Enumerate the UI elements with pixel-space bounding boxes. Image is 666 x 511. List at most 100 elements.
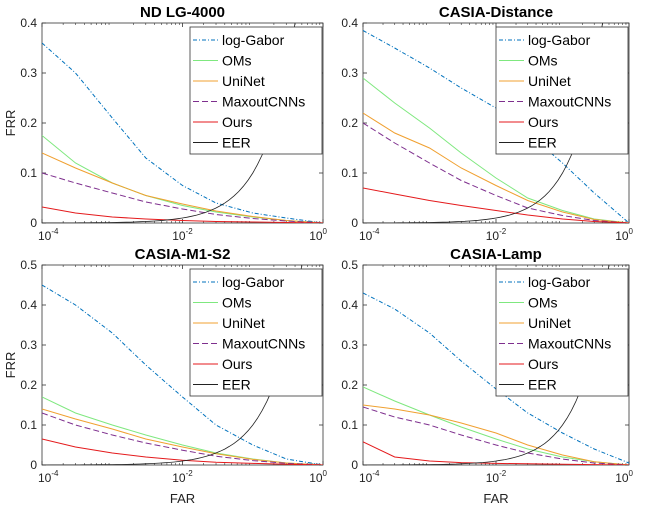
chart-title: CASIA-Distance xyxy=(439,4,553,21)
y-tick-label: 0.2 xyxy=(341,116,358,130)
legend-label: Ours xyxy=(528,114,558,130)
x-tick-label: 10-4 xyxy=(38,469,59,485)
legend-label: UniNet xyxy=(222,315,265,331)
legend-label: UniNet xyxy=(528,73,571,89)
x-tick-base: 10 xyxy=(38,229,52,243)
y-tick-label: 0.2 xyxy=(20,378,37,392)
x-tick-exponent: -2 xyxy=(499,469,507,478)
legend-label: Ours xyxy=(222,356,252,372)
series-line-oms xyxy=(42,397,323,465)
x-tick-exponent: 0 xyxy=(323,227,328,236)
y-tick-label: 0.3 xyxy=(341,338,358,352)
x-tick-label: 100 xyxy=(615,469,633,485)
y-axis-label: FRR xyxy=(3,352,18,379)
y-tick-label: 0.1 xyxy=(20,418,37,432)
series-line-maxoutcnns xyxy=(42,173,323,223)
legend-label: log-Gabor xyxy=(222,274,285,290)
legend-label: EER xyxy=(222,377,251,393)
x-tick-base: 10 xyxy=(615,471,629,485)
legend-label: UniNet xyxy=(222,73,265,89)
x-tick-base: 10 xyxy=(309,229,323,243)
x-tick-base: 10 xyxy=(172,229,186,243)
x-tick-exponent: -2 xyxy=(186,227,194,236)
x-tick-label: 10-2 xyxy=(172,469,193,485)
x-tick-label: 100 xyxy=(615,227,633,243)
legend-label: OMs xyxy=(222,295,252,311)
legend-label: EER xyxy=(528,135,557,151)
y-tick-label: 0 xyxy=(30,216,37,230)
y-tick-label: 0.5 xyxy=(20,258,37,272)
y-tick-label: 0 xyxy=(351,216,358,230)
y-tick-label: 0.4 xyxy=(341,298,358,312)
y-tick-label: 0.2 xyxy=(20,116,37,130)
legend-label: UniNet xyxy=(528,315,571,331)
legend-label: MaxoutCNNs xyxy=(222,336,305,352)
x-tick-exponent: 0 xyxy=(629,469,634,478)
x-tick-base: 10 xyxy=(359,229,373,243)
y-tick-label: 0.3 xyxy=(341,66,358,80)
y-axis-label: FRR xyxy=(3,110,18,137)
legend-label: log-Gabor xyxy=(222,32,285,48)
x-tick-label: 100 xyxy=(309,227,327,243)
legend-label: OMs xyxy=(222,53,252,69)
x-tick-label: 10-4 xyxy=(359,469,380,485)
series-line-maxoutcnns xyxy=(42,413,323,465)
series-line-uninet xyxy=(42,409,323,465)
x-axis-label: FAR xyxy=(483,491,508,506)
legend-label: MaxoutCNNs xyxy=(528,94,611,110)
y-tick-label: 0 xyxy=(351,458,358,472)
x-tick-exponent: -2 xyxy=(186,469,194,478)
x-axis-label: FAR xyxy=(170,491,195,506)
legend-label: log-Gabor xyxy=(528,32,591,48)
legend: log-Gabor OMs UniNet MaxoutCNNs Ours EER xyxy=(496,27,628,154)
legend-label: OMs xyxy=(528,295,558,311)
x-tick-base: 10 xyxy=(309,471,323,485)
x-tick-label: 100 xyxy=(309,469,327,485)
legend-label: log-Gabor xyxy=(528,274,591,290)
x-tick-label: 10-4 xyxy=(359,227,380,243)
legend: log-Gabor OMs UniNet MaxoutCNNs Ours EER xyxy=(190,27,322,154)
series-line-uninet xyxy=(363,405,629,465)
x-tick-exponent: 0 xyxy=(629,227,634,236)
y-tick-label: 0.5 xyxy=(341,258,358,272)
y-tick-label: 0.1 xyxy=(20,166,37,180)
x-tick-label: 10-2 xyxy=(172,227,193,243)
x-tick-base: 10 xyxy=(486,471,500,485)
legend-label: EER xyxy=(222,135,251,151)
series-line-uninet xyxy=(42,153,323,223)
y-tick-label: 0.1 xyxy=(341,418,358,432)
y-tick-label: 0 xyxy=(30,458,37,472)
chart-title: ND LG-4000 xyxy=(140,4,225,21)
x-tick-label: 10-2 xyxy=(486,227,507,243)
x-tick-label: 10-2 xyxy=(486,469,507,485)
y-tick-label: 0.2 xyxy=(341,378,358,392)
y-tick-label: 0.3 xyxy=(20,338,37,352)
chart-title: CASIA-Lamp xyxy=(450,246,542,263)
x-tick-exponent: 0 xyxy=(323,469,328,478)
legend-label: EER xyxy=(528,377,557,393)
series-line-oms xyxy=(363,387,629,465)
x-tick-base: 10 xyxy=(38,471,52,485)
y-tick-label: 0.4 xyxy=(20,16,37,30)
x-tick-base: 10 xyxy=(615,229,629,243)
y-tick-label: 0.1 xyxy=(341,166,358,180)
legend: log-Gabor OMs UniNet MaxoutCNNs Ours EER xyxy=(190,269,322,396)
x-tick-label: 10-4 xyxy=(38,227,59,243)
x-tick-exponent: -4 xyxy=(372,469,380,478)
x-tick-base: 10 xyxy=(486,229,500,243)
series-line-maxoutcnns xyxy=(363,407,629,465)
x-tick-exponent: -2 xyxy=(499,227,507,236)
chart-title: CASIA-M1-S2 xyxy=(135,246,231,263)
x-tick-exponent: -4 xyxy=(372,227,380,236)
x-tick-exponent: -4 xyxy=(51,227,59,236)
legend-label: MaxoutCNNs xyxy=(222,94,305,110)
y-tick-label: 0.4 xyxy=(20,298,37,312)
x-tick-exponent: -4 xyxy=(51,469,59,478)
legend-label: MaxoutCNNs xyxy=(528,336,611,352)
x-tick-base: 10 xyxy=(359,471,373,485)
legend: log-Gabor OMs UniNet MaxoutCNNs Ours EER xyxy=(496,269,628,396)
y-tick-label: 0.4 xyxy=(341,16,358,30)
